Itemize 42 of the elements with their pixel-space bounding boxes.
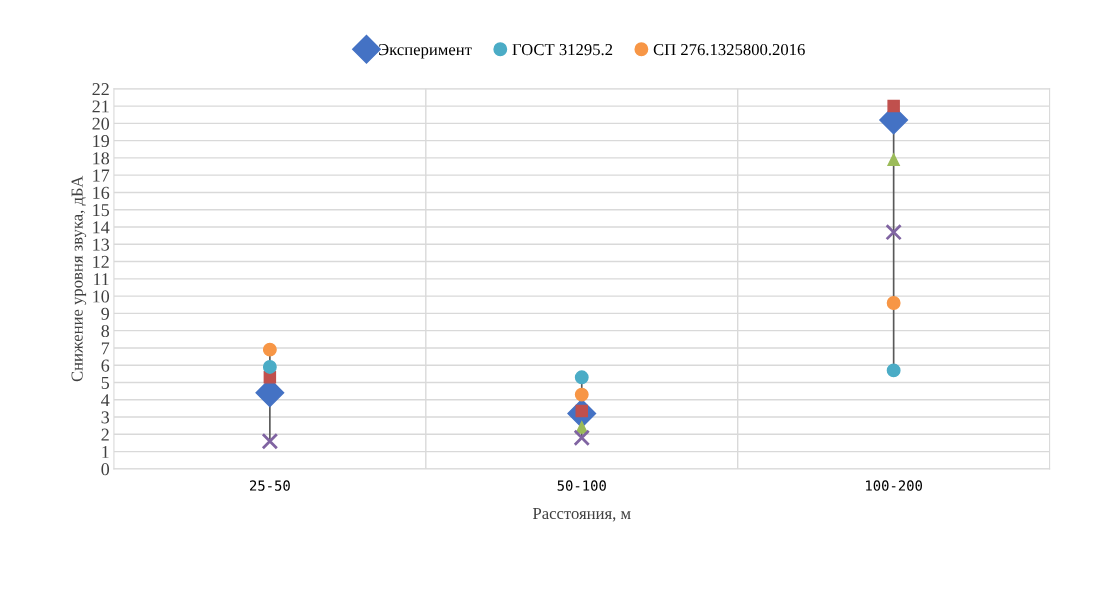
x-tick-label: 100-200 — [866, 480, 923, 491]
y-tick-label: 1 — [102, 445, 109, 458]
point — [886, 296, 901, 310]
y-tick-label: 0 — [101, 463, 110, 476]
point — [262, 342, 277, 357]
y-tick-label: 21 — [92, 100, 109, 113]
legend-label: ГОСТ 31295.2 — [512, 44, 613, 56]
y-tick-label: 9 — [101, 307, 110, 320]
y-tick-label: 10 — [93, 290, 110, 303]
y-tick-label: 7 — [101, 342, 110, 355]
y-axis-title: Снижение уровня звука, дБА — [71, 175, 87, 382]
y-tick-label: 15 — [93, 204, 110, 217]
point — [574, 370, 589, 385]
y-tick-label: 5 — [101, 376, 110, 389]
x-axis-title: Расстояния, м — [532, 508, 631, 522]
point — [262, 359, 277, 374]
y-tick-label: 8 — [101, 324, 110, 338]
y-tick-label: 13 — [93, 238, 110, 251]
y-tick-label: 11 — [93, 273, 109, 286]
legend-label: Эксперимент — [379, 44, 472, 59]
y-tick-label: 17 — [93, 169, 110, 182]
x-tick-label: 50-100 — [557, 480, 606, 491]
x-tick-label: 25-50 — [249, 480, 290, 491]
y-tick-label: 19 — [93, 134, 110, 148]
point — [887, 153, 900, 166]
y-tick-label: 3 — [101, 411, 110, 424]
y-tick-label: 2 — [101, 428, 109, 441]
point — [573, 429, 591, 447]
y-tick-label: 14 — [93, 221, 110, 234]
point — [885, 223, 902, 241]
y-tick-label: 20 — [92, 117, 110, 130]
y-tick-label: 6 — [101, 359, 110, 372]
legend-label: СП 276.1325800.2016 — [653, 43, 805, 56]
y-tick-label: 12 — [93, 255, 109, 268]
point — [574, 387, 589, 402]
y-tick-label: 16 — [93, 186, 110, 199]
point — [261, 432, 279, 450]
point — [886, 363, 901, 378]
y-tick-label: 18 — [93, 152, 110, 165]
point — [887, 99, 900, 113]
y-tick-label: 4 — [101, 394, 110, 407]
y-tick-label: 22 — [92, 83, 109, 96]
